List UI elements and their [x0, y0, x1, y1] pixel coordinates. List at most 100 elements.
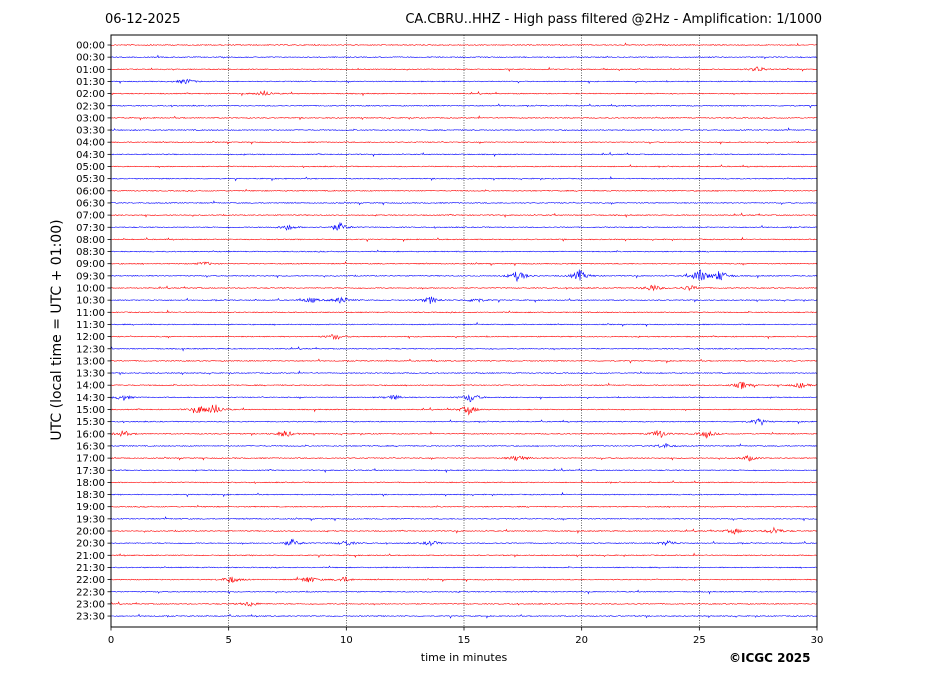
y-tick-label: 01:00: [76, 65, 105, 76]
y-tick-label: 12:30: [76, 344, 105, 355]
x-tick-label: 20: [575, 635, 588, 646]
y-tick-label: 21:30: [76, 563, 105, 574]
y-tick-label: 10:30: [76, 296, 105, 307]
y-tick-label: 14:30: [76, 393, 105, 404]
y-tick-label: 00:00: [76, 41, 105, 52]
copyright-credit: ©ICGC 2025: [729, 651, 811, 665]
trace-0230: [110, 103, 817, 109]
trace-0030: [110, 54, 817, 60]
y-tick-label: 07:30: [76, 223, 105, 234]
trace-2300: [110, 601, 817, 607]
trace-1900: [110, 504, 817, 508]
y-tick-label: 01:30: [76, 77, 105, 88]
y-tick-label: 06:30: [76, 198, 105, 209]
trace-1200: [110, 334, 817, 341]
trace-2000: [110, 526, 817, 535]
y-tick-label: 08:30: [76, 247, 105, 258]
y-tick-label: 15:00: [76, 405, 105, 416]
y-tick-label: 10:00: [76, 284, 105, 295]
trace-0930: [110, 269, 817, 283]
date-label: 06-12-2025: [105, 12, 181, 27]
seismic-traces: [110, 42, 817, 619]
trace-0800: [110, 236, 817, 243]
x-tick-label: 25: [693, 635, 706, 646]
y-tick-label: 08:00: [76, 235, 105, 246]
trace-0300: [110, 115, 817, 121]
y-tick-label: 20:00: [76, 527, 105, 538]
trace-1730: [110, 467, 817, 474]
trace-2200: [110, 576, 817, 583]
trace-1330: [110, 370, 817, 376]
y-tick-label: 23:00: [76, 599, 105, 610]
y-tick-label: 15:30: [76, 417, 105, 428]
trace-0700: [110, 212, 817, 218]
trace-1530: [110, 417, 817, 426]
y-axis-label: UTC (local time = UTC + 01:00): [49, 219, 65, 441]
chart-title: CA.CBRU..HHZ - High pass filtered @2Hz -…: [405, 12, 822, 27]
trace-0630: [110, 200, 817, 206]
trace-2100: [110, 552, 817, 558]
y-tick-label: 07:00: [76, 211, 105, 222]
trace-2330: [110, 613, 817, 619]
y-tick-label: 02:00: [76, 89, 105, 100]
trace-0130: [110, 78, 817, 85]
y-tick-label: 14:00: [76, 381, 105, 392]
y-tick-label: 09:00: [76, 259, 105, 270]
trace-0500: [110, 164, 817, 169]
trace-1700: [110, 454, 817, 462]
y-tick-label: 11:30: [76, 320, 105, 331]
trace-1630: [110, 443, 817, 449]
trace-1430: [110, 394, 817, 403]
trace-1400: [110, 381, 817, 390]
x-axis-label: time in minutes: [420, 651, 508, 664]
y-tick-label: 02:30: [76, 101, 105, 112]
y-tick-label: 17:30: [76, 466, 105, 477]
trace-1000: [110, 284, 817, 292]
y-tick-label: 21:00: [76, 551, 105, 562]
trace-1800: [110, 480, 817, 485]
y-tick-label: 00:30: [76, 53, 105, 64]
y-tick-label: 09:30: [76, 271, 105, 282]
y-tick-label: 18:30: [76, 490, 105, 501]
trace-0730: [110, 222, 817, 231]
trace-0600: [110, 188, 817, 193]
y-tick-label: 22:30: [76, 587, 105, 598]
trace-2030: [110, 538, 817, 547]
trace-0330: [110, 127, 817, 132]
trace-1830: [110, 491, 817, 498]
trace-0000: [110, 42, 817, 46]
trace-1130: [110, 321, 817, 327]
trace-1600: [110, 429, 817, 439]
y-tick-label: 19:30: [76, 514, 105, 525]
y-tick-label: 23:30: [76, 612, 105, 623]
y-tick-label: 06:00: [76, 186, 105, 197]
trace-0400: [110, 140, 817, 145]
y-tick-label: 22:00: [76, 575, 105, 586]
trace-1300: [110, 358, 817, 364]
trace-0530: [110, 175, 817, 182]
y-tick-label: 11:00: [76, 308, 105, 319]
y-tick-label: 03:00: [76, 113, 105, 124]
trace-0430: [110, 151, 817, 158]
y-tick-label: 19:00: [76, 502, 105, 513]
y-tick-label: 16:00: [76, 429, 105, 440]
y-tick-label: 12:00: [76, 332, 105, 343]
y-tick-label: 05:00: [76, 162, 105, 173]
y-tick-label: 13:00: [76, 356, 105, 367]
trace-0830: [110, 249, 817, 253]
y-tick-label: 04:00: [76, 138, 105, 149]
x-tick-label: 10: [340, 635, 353, 646]
y-tick-label: 18:00: [76, 478, 105, 489]
y-tick-label: 03:30: [76, 126, 105, 137]
x-tick-label: 5: [225, 635, 231, 646]
trace-2130: [110, 565, 817, 569]
trace-2230: [110, 589, 817, 595]
trace-1500: [110, 404, 817, 416]
vertical-grid: [228, 35, 700, 627]
trace-0100: [110, 66, 817, 72]
trace-0200: [110, 90, 817, 97]
y-tick-label: 04:30: [76, 150, 105, 161]
x-axis-ticks: 0 5 10 15 20 25 30: [108, 627, 823, 646]
